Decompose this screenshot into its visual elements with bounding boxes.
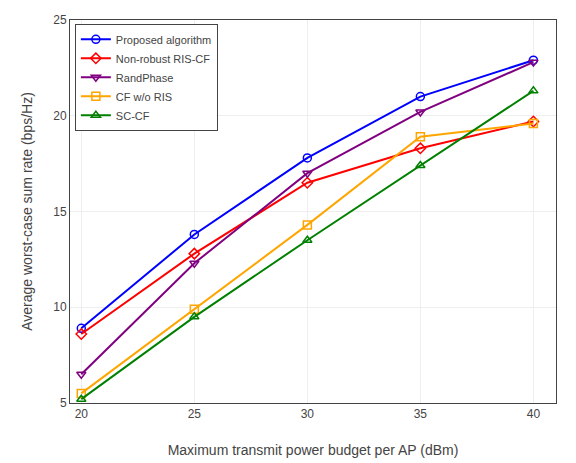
svg-text:25: 25 <box>188 407 202 421</box>
svg-text:40: 40 <box>527 407 541 421</box>
svg-text:Proposed algorithm: Proposed algorithm <box>116 34 211 46</box>
svg-text:CF w/o RIS: CF w/o RIS <box>116 91 172 103</box>
svg-text:5: 5 <box>60 396 67 410</box>
svg-text:10: 10 <box>53 300 67 314</box>
svg-text:20: 20 <box>53 109 67 123</box>
svg-text:Maximum transmit power budget: Maximum transmit power budget per AP (dB… <box>168 442 459 458</box>
svg-text:25: 25 <box>53 13 67 27</box>
svg-text:Non-robust RIS-CF: Non-robust RIS-CF <box>116 53 210 65</box>
svg-text:RandPhase: RandPhase <box>116 72 174 84</box>
svg-text:Average worst-case sum rate (b: Average worst-case sum rate (bps/Hz) <box>19 92 35 331</box>
svg-text:30: 30 <box>301 407 315 421</box>
svg-text:15: 15 <box>53 205 67 219</box>
svg-text:35: 35 <box>414 407 428 421</box>
svg-text:20: 20 <box>75 407 89 421</box>
svg-text:SC-CF: SC-CF <box>116 110 150 122</box>
